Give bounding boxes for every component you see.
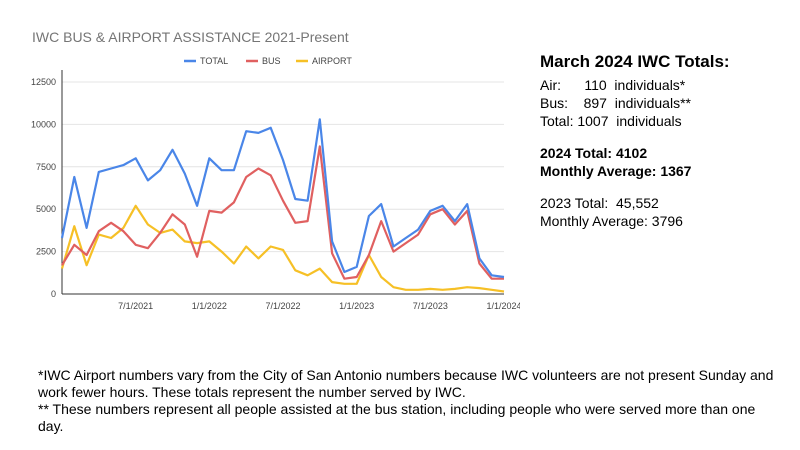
- y-tick-label: 12500: [31, 77, 56, 87]
- y-tick-label: 5000: [36, 204, 56, 214]
- bus-total: Bus: 897 individuals**: [540, 95, 691, 111]
- y-tick-label: 10000: [31, 119, 56, 129]
- series-line-total: [60, 118, 505, 279]
- air-total: Air: 110 individuals*: [540, 77, 686, 93]
- year-2023-total: 2023 Total: 45,552: [540, 195, 659, 211]
- chart-container: IWC BUS & AIRPORT ASSISTANCE 2021-Presen…: [0, 0, 520, 330]
- legend-label-airport: AIRPORT: [312, 56, 352, 66]
- footnote-airport: *IWC Airport numbers vary from the City …: [38, 367, 774, 400]
- chart-series: [60, 118, 505, 293]
- x-tick-label: 7/1/2023: [413, 301, 448, 311]
- totals-heading: March 2024 IWC Totals:: [540, 52, 730, 71]
- y-tick-label: 0: [51, 289, 56, 299]
- footnotes: *IWC Airport numbers vary from the City …: [38, 367, 778, 435]
- totals-panel: March 2024 IWC Totals: Air: 110 individu…: [540, 52, 790, 230]
- x-axis: 7/1/2021 1/1/2022 7/1/2022 1/1/2023 7/1/2023…: [118, 301, 520, 311]
- year-2023-average: Monthly Average: 3796: [540, 213, 683, 229]
- footnote-bus: ** These numbers represent all people as…: [38, 401, 756, 434]
- year-2024-total: 2024 Total: 4102: [540, 145, 648, 161]
- x-tick-label: 1/1/2023: [339, 301, 374, 311]
- legend-label-bus: BUS: [262, 56, 281, 66]
- y-tick-label: 7500: [36, 162, 56, 172]
- series-line-airport: [60, 204, 505, 293]
- y-axis: 0 2500 5000 7500 10000 12500: [31, 70, 504, 299]
- chart-title: IWC BUS & AIRPORT ASSISTANCE 2021-Presen…: [32, 29, 349, 45]
- x-tick-label: 1/1/2022: [192, 301, 227, 311]
- legend-label-total: TOTAL: [200, 56, 228, 66]
- y-tick-label: 2500: [36, 247, 56, 257]
- x-tick-label: 7/1/2021: [118, 301, 153, 311]
- march-total: Total: 1007 individuals: [540, 113, 682, 129]
- x-tick-label: 7/1/2022: [265, 301, 300, 311]
- chart-legend: TOTAL BUS AIRPORT: [184, 56, 352, 66]
- series-line-bus: [61, 145, 504, 280]
- x-tick-label: 1/1/2024: [486, 301, 520, 311]
- year-2024-average: Monthly Average: 1367: [540, 163, 692, 179]
- line-chart: IWC BUS & AIRPORT ASSISTANCE 2021-Presen…: [31, 29, 520, 311]
- chart-gridlines: [62, 81, 504, 253]
